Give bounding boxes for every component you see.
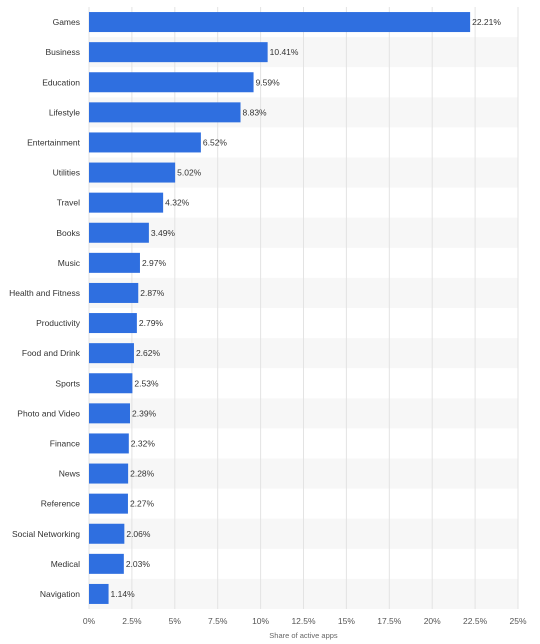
- value-label: 4.32%: [165, 198, 190, 208]
- bar-navigation[interactable]: [89, 583, 109, 604]
- category-label: Productivity: [36, 318, 81, 328]
- category-labels: Games Business Education Lifestyle Entertain…: [9, 17, 81, 599]
- x-tick-label: 20%: [424, 616, 441, 626]
- value-label: 5.02%: [177, 168, 202, 178]
- category-label: Education: [42, 77, 80, 87]
- x-axis-title: Share of active apps: [269, 631, 338, 640]
- value-label: 2.53%: [134, 378, 159, 388]
- value-label: 1.14%: [111, 589, 136, 599]
- value-label: 9.59%: [256, 77, 281, 87]
- category-label: Travel: [57, 198, 80, 208]
- bar-education[interactable]: [89, 72, 254, 93]
- category-label: Entertainment: [27, 137, 81, 147]
- x-tick-label: 15%: [338, 616, 355, 626]
- category-label: Health and Fitness: [9, 288, 80, 298]
- bar-productivity[interactable]: [89, 313, 137, 334]
- value-label: 2.87%: [140, 288, 165, 298]
- category-label: Social Networking: [12, 529, 80, 539]
- bar-social-networking[interactable]: [89, 523, 125, 544]
- value-label: 22.21%: [472, 17, 501, 27]
- category-label: Sports: [55, 378, 80, 388]
- value-label: 6.52%: [203, 137, 228, 147]
- category-label: Medical: [51, 559, 80, 569]
- bars: [89, 12, 471, 604]
- value-label: 2.39%: [132, 408, 157, 418]
- bar-news[interactable]: [89, 463, 129, 484]
- value-label: 8.83%: [243, 107, 268, 117]
- x-tick-label: 2.5%: [122, 616, 142, 626]
- category-label: Lifestyle: [49, 107, 80, 117]
- value-label: 3.49%: [151, 228, 176, 238]
- bar-business[interactable]: [89, 42, 268, 63]
- value-label: 2.62%: [136, 348, 161, 358]
- category-label: Games: [53, 17, 80, 27]
- value-label: 2.79%: [139, 318, 164, 328]
- bar-utilities[interactable]: [89, 162, 176, 183]
- bar-entertainment[interactable]: [89, 132, 201, 153]
- category-label: Photo and Video: [17, 408, 80, 418]
- category-label: Books: [56, 228, 80, 238]
- bar-photo-and-video[interactable]: [89, 403, 131, 424]
- x-tick-label: 22.5%: [463, 616, 488, 626]
- bar-lifestyle[interactable]: [89, 102, 241, 123]
- bar-travel[interactable]: [89, 192, 164, 213]
- x-tick-label: 17.5%: [377, 616, 402, 626]
- x-tick-label: 5%: [169, 616, 182, 626]
- bar-health-and-fitness[interactable]: [89, 282, 139, 303]
- x-tick-label: 7.5%: [208, 616, 228, 626]
- x-axis-ticks: 0% 2.5% 5% 7.5% 10% 12.5% 15% 17.5% 20% 22.5% 25%: [83, 616, 527, 626]
- value-labels: 22.21% 10.41% 9.59% 8.83% 6.52% 5.02% 4.32% 3.4…: [111, 17, 502, 599]
- value-label: 2.32%: [131, 438, 156, 448]
- bar-reference[interactable]: [89, 493, 128, 514]
- x-tick-label: 25%: [509, 616, 526, 626]
- bar-games[interactable]: [89, 12, 471, 33]
- category-label: Finance: [50, 438, 81, 448]
- value-label: 2.97%: [142, 258, 167, 268]
- bar-music[interactable]: [89, 252, 140, 273]
- category-label: Navigation: [40, 589, 80, 599]
- bar-sports[interactable]: [89, 373, 133, 394]
- value-label: 2.27%: [130, 499, 155, 509]
- category-label: Business: [46, 47, 81, 57]
- x-tick-label: 12.5%: [291, 616, 316, 626]
- value-label: 2.03%: [126, 559, 151, 569]
- x-tick-label: 10%: [252, 616, 269, 626]
- value-label: 2.06%: [126, 529, 151, 539]
- value-label: 10.41%: [270, 47, 299, 57]
- bar-finance[interactable]: [89, 433, 129, 454]
- bar-food-and-drink[interactable]: [89, 343, 134, 364]
- category-label: Reference: [41, 499, 80, 509]
- x-tick-label: 0%: [83, 616, 96, 626]
- bar-books[interactable]: [89, 222, 149, 243]
- category-label: Music: [58, 258, 81, 268]
- category-label: News: [59, 469, 80, 479]
- category-label: Food and Drink: [22, 348, 81, 358]
- value-label: 2.28%: [130, 469, 155, 479]
- bar-medical[interactable]: [89, 553, 124, 574]
- category-label: Utilities: [53, 168, 80, 178]
